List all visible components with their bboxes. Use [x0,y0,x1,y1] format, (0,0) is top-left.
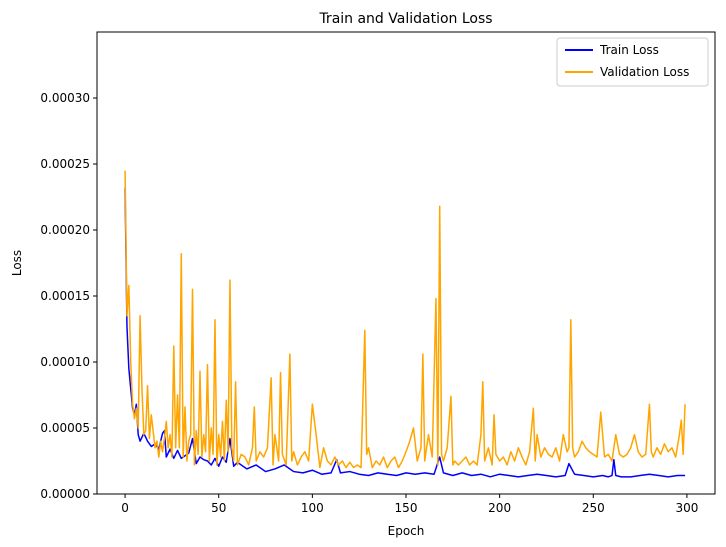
series-line-validation-loss [124,170,686,469]
legend-box [556,37,709,87]
series-line-train-loss [124,187,686,478]
legend: Train Loss Validation Loss [556,37,709,87]
y-tick-label: 0.00015 [40,289,90,303]
y-tick-label: 0.00030 [40,91,90,105]
x-axis-label: Epoch [388,524,425,538]
chart-title: Train and Validation Loss [318,11,492,27]
y-axis-label: Loss [10,250,24,276]
y-tick-label: 0.00020 [40,223,90,237]
y-tick-label: 0.00025 [40,157,90,171]
y-tick-label: 0.00005 [40,421,90,435]
y-tick-label: 0.00000 [40,487,90,501]
x-tick-label: 100 [301,501,324,515]
x-tick-label: 0 [121,501,129,515]
x-tick-label: 150 [395,501,418,515]
legend-label-train-loss: Train Loss [599,43,659,57]
x-tick-label: 300 [675,501,698,515]
x-tick-label: 250 [582,501,605,515]
x-tick-label: 200 [488,501,511,515]
y-tick-label: 0.00010 [40,355,90,369]
x-tick-label: 50 [211,501,226,515]
legend-label-validation-loss: Validation Loss [600,65,689,79]
